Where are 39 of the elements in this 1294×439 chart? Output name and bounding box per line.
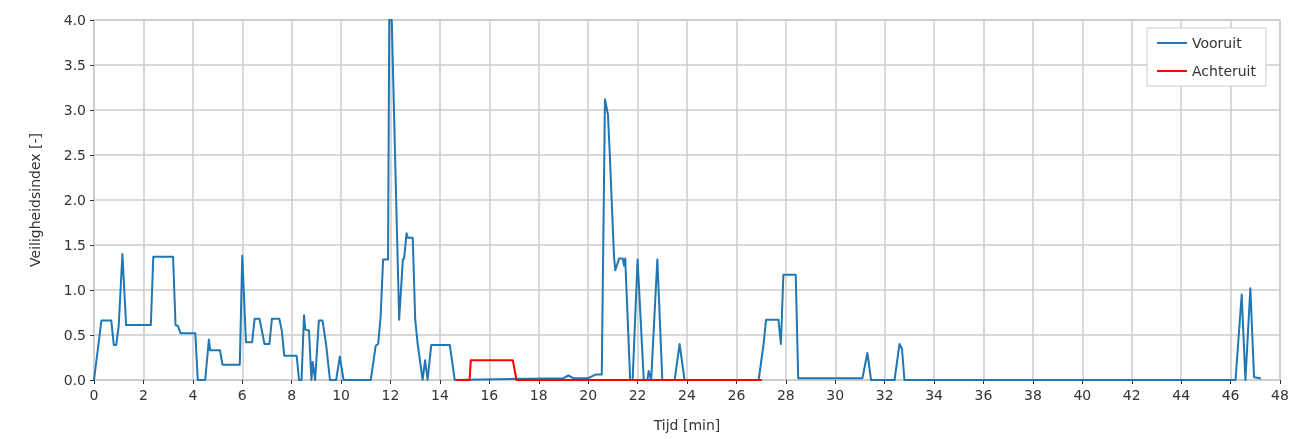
y-tick-label: 2.0 [63,192,86,208]
x-tick-label: 44 [1172,387,1191,403]
x-tick-label: 6 [237,387,247,403]
y-tick-label: 1.5 [63,237,86,253]
x-tick-label: 40 [1073,387,1092,403]
x-tick-label: 46 [1221,387,1240,403]
y-tick-label: 0.5 [63,327,86,343]
x-tick-label: 28 [776,387,795,403]
x-tick-label: 26 [727,387,746,403]
x-tick-label: 42 [1122,387,1141,403]
legend-label: Vooruit [1191,35,1243,51]
y-tick-label: 0.0 [63,372,86,388]
x-tick-label: 38 [1024,387,1042,403]
x-tick-label: 22 [628,387,647,403]
x-tick-label: 34 [925,387,944,403]
y-tick-label: 2.5 [63,147,86,163]
x-tick-label: 20 [579,387,598,403]
y-tick-label: 1.0 [63,282,86,298]
x-tick-label: 16 [480,387,499,403]
line-series [93,19,1262,381]
x-tick-label: 24 [678,387,696,403]
x-tick-label: 14 [431,387,449,403]
x-tick-label: 12 [381,387,400,403]
x-tick-label: 4 [188,387,198,403]
x-tick-label: 32 [875,387,894,403]
x-tick-label: 30 [826,387,845,403]
legend-label: Achteruit [1191,63,1257,79]
x-tick-label: 36 [974,387,993,403]
x-axis-title: Tijd [min] [652,417,721,433]
x-tick-label: 10 [332,387,350,403]
x-tick-label: 48 [1271,387,1289,403]
y-axis-title: Veiligheidsindex [-] [27,133,43,267]
y-tick-label: 3.0 [63,102,86,118]
y-tick-label: 3.5 [63,57,86,73]
x-tick-label: 18 [529,387,548,403]
x-tick-label: 0 [89,387,99,403]
x-tick-label: 2 [138,387,148,403]
y-tick-label: 4.0 [63,12,86,28]
x-tick-label: 8 [287,387,297,403]
